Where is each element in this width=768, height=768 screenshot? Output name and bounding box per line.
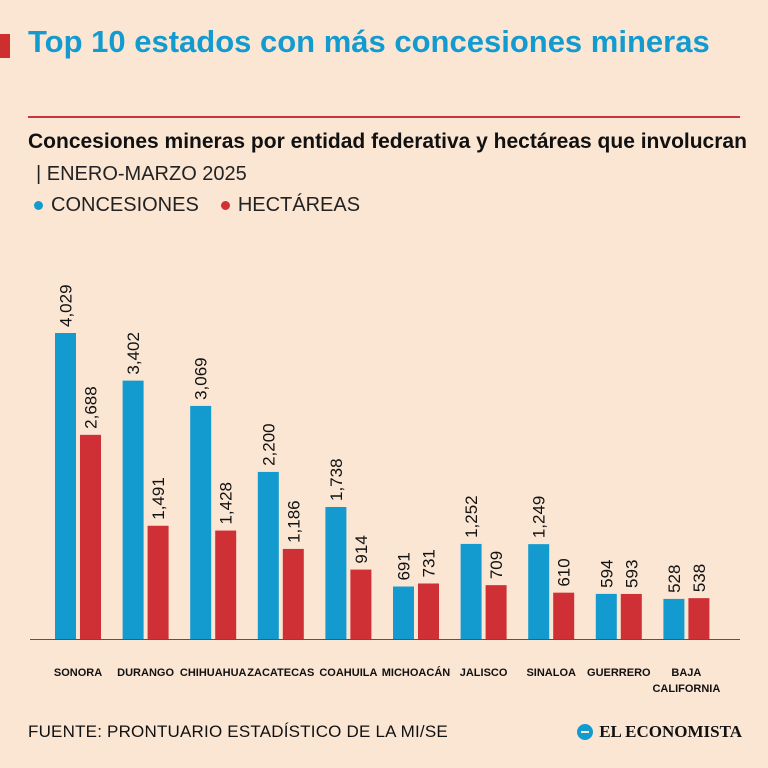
chart-title: Top 10 estados con más concesiones miner… bbox=[28, 24, 710, 59]
data-label-concesiones: 3,069 bbox=[192, 357, 211, 400]
bar-hectareas bbox=[80, 434, 101, 639]
chart-subtitle: Concesiones mineras por entidad federati… bbox=[28, 126, 748, 190]
data-label-hectareas: 538 bbox=[690, 564, 709, 592]
data-label-concesiones: 1,738 bbox=[327, 458, 346, 501]
bar-hectareas bbox=[688, 598, 710, 639]
data-label-hectareas: 1,186 bbox=[284, 500, 303, 543]
category-label: COAHUILA bbox=[319, 667, 377, 679]
category-label: SINALOA bbox=[526, 667, 576, 679]
bar-concesiones bbox=[528, 544, 550, 639]
data-label-concesiones: 1,252 bbox=[462, 495, 481, 538]
data-label-concesiones: 2,200 bbox=[259, 423, 278, 466]
category-label: CHIHUAHUA bbox=[180, 667, 247, 679]
bar-concesiones bbox=[460, 543, 482, 639]
title-divider bbox=[28, 116, 740, 118]
brand: EL ECONOMISTA bbox=[577, 722, 742, 742]
bar-hectareas bbox=[215, 530, 237, 639]
bar-hectareas bbox=[620, 593, 642, 639]
category-label: DURANGO bbox=[117, 667, 174, 679]
data-label-hectareas: 731 bbox=[420, 549, 439, 577]
category-label: BAJA bbox=[671, 667, 701, 679]
data-label-concesiones: 1,249 bbox=[530, 496, 549, 539]
data-label-hectareas: 709 bbox=[487, 551, 506, 579]
bar-hectareas bbox=[282, 548, 304, 639]
bar-concesiones bbox=[190, 405, 212, 639]
legend-dot-hectareas bbox=[220, 201, 230, 210]
bar-concesiones bbox=[595, 593, 617, 639]
bar-concesiones bbox=[393, 586, 414, 639]
legend-label-hectareas: HECTÁREAS bbox=[237, 194, 361, 216]
category-label: JALISCO bbox=[460, 667, 508, 679]
legend-item-hectareas: HECTÁREAS bbox=[220, 194, 361, 217]
bar-concesiones bbox=[122, 380, 144, 639]
data-label-concesiones: 594 bbox=[597, 560, 616, 588]
bar-concesiones bbox=[325, 507, 347, 639]
legend-item-concesiones: CONCESIONES bbox=[34, 194, 199, 217]
category-label: ZACATECAS bbox=[247, 667, 314, 679]
category-label: CALIFORNIA bbox=[652, 683, 720, 695]
period-label: | ENERO-MARZO 2025 bbox=[36, 163, 247, 185]
data-label-concesiones: 4,029 bbox=[57, 284, 76, 327]
category-label: GUERRERO bbox=[587, 667, 651, 679]
category-label: MICHOACÁN bbox=[382, 666, 450, 679]
brand-name: EL ECONOMISTA bbox=[599, 722, 742, 741]
bar-hectareas bbox=[418, 583, 439, 639]
data-label-hectareas: 2,688 bbox=[82, 386, 101, 429]
data-label-concesiones: 3,402 bbox=[124, 332, 143, 375]
data-label-hectareas: 610 bbox=[555, 558, 574, 586]
source-note: FUENTE: PRONTUARIO ESTADÍSTICO DE LA MI/… bbox=[28, 722, 448, 741]
bar-hectareas bbox=[147, 525, 169, 639]
subtitle-text: Concesiones mineras por entidad federati… bbox=[28, 130, 747, 153]
brand-logo-icon bbox=[577, 724, 594, 740]
bar-hectareas bbox=[485, 585, 507, 639]
bar-concesiones bbox=[55, 333, 76, 639]
data-label-hectareas: 1,491 bbox=[149, 477, 168, 520]
bar-concesiones bbox=[257, 471, 279, 639]
title-accent-bar bbox=[0, 34, 10, 58]
data-label-hectareas: 593 bbox=[622, 560, 641, 588]
bar-hectareas bbox=[350, 569, 372, 639]
data-label-concesiones: 528 bbox=[665, 565, 684, 593]
data-label-concesiones: 691 bbox=[395, 552, 414, 580]
bar-hectareas bbox=[553, 592, 575, 639]
data-label-hectareas: 1,428 bbox=[217, 482, 236, 525]
legend: CONCESIONES HECTÁREAS bbox=[34, 194, 360, 217]
legend-dot-concesiones bbox=[34, 201, 43, 210]
legend-label-concesiones: CONCESIONES bbox=[51, 194, 199, 216]
category-label: SONORA bbox=[54, 667, 102, 679]
bar-concesiones bbox=[663, 598, 685, 639]
data-label-hectareas: 914 bbox=[352, 535, 371, 563]
